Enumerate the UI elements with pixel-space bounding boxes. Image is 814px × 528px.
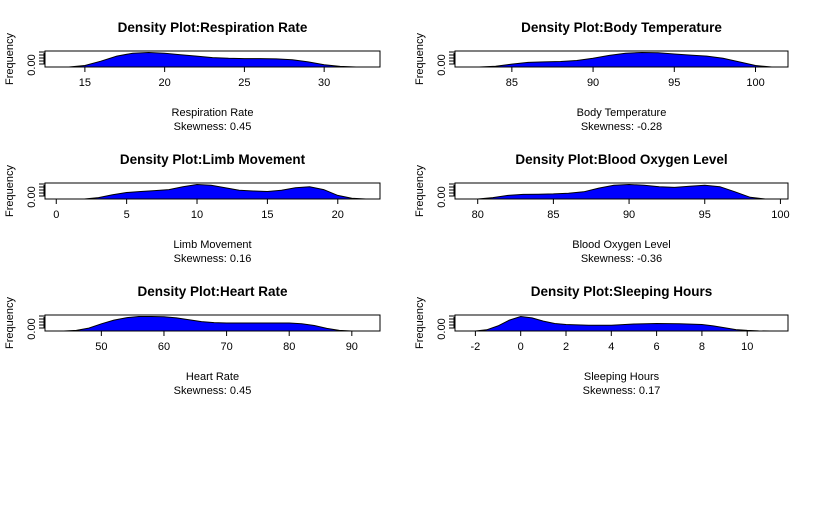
- x-axis-label: Respiration Rate: [172, 107, 254, 119]
- density-area: [84, 183, 366, 200]
- x-tick-label: 5: [124, 209, 130, 221]
- x-axis-label: Limb Movement: [173, 239, 251, 251]
- x-tick-label: 0: [53, 209, 59, 221]
- x-tick-label: 20: [332, 209, 344, 221]
- x-tick-label: 90: [623, 209, 635, 221]
- density-panel: Density Plot:Blood Oxygen Level Frequency…: [414, 152, 790, 265]
- x-tick-label: 8: [699, 341, 705, 353]
- y-tick-label: 0.00: [436, 54, 448, 75]
- x-tick-label: 80: [283, 341, 295, 353]
- x-tick-label: 10: [191, 209, 203, 221]
- x-tick-label: 85: [506, 77, 518, 89]
- y-axis-label: Frequency: [414, 165, 426, 217]
- skewness-label: Skewness: -0.28: [581, 121, 662, 133]
- y-axis-label: Frequency: [414, 297, 426, 349]
- x-tick-label: 10: [741, 341, 753, 353]
- skewness-label: Skewness: 0.16: [174, 253, 252, 265]
- x-axis-label: Blood Oxygen Level: [572, 239, 670, 251]
- density-panel: Density Plot:Respiration Rate Frequency 0.…: [4, 20, 381, 133]
- x-axis-label: Heart Rate: [186, 371, 239, 383]
- density-panel: Density Plot:Heart Rate Frequency 0.00 50 60…: [4, 284, 381, 397]
- y-axis-label: Frequency: [414, 33, 426, 85]
- x-tick-label: 4: [608, 341, 614, 353]
- x-axis: 80 85 90 95 100: [472, 198, 790, 221]
- skewness-label: Skewness: 0.45: [174, 385, 252, 397]
- panel-title: Density Plot:Respiration Rate: [118, 20, 308, 35]
- x-tick-label: 90: [346, 341, 358, 353]
- density-area: [477, 183, 766, 200]
- x-tick-label: 50: [95, 341, 107, 353]
- x-tick-label: 95: [668, 77, 680, 89]
- x-tick-label: 15: [79, 77, 91, 89]
- y-axis-ticks: [39, 183, 45, 197]
- skewness-label: Skewness: 0.45: [174, 121, 252, 133]
- y-axis-label: Frequency: [4, 297, 16, 349]
- x-tick-label: 70: [220, 341, 232, 353]
- x-axis: 0 5 10 15 20: [53, 198, 344, 221]
- x-tick-label: 25: [238, 77, 250, 89]
- y-axis-label: Frequency: [4, 33, 16, 85]
- density-panel: Density Plot:Sleeping Hours Frequency 0.00…: [414, 284, 789, 397]
- x-tick-label: 6: [654, 341, 660, 353]
- y-axis-ticks: [449, 183, 455, 197]
- density-area: [479, 51, 772, 68]
- density-area: [68, 51, 357, 68]
- panel-title: Density Plot:Blood Oxygen Level: [515, 152, 727, 167]
- x-tick-label: 0: [518, 341, 524, 353]
- y-axis-ticks: [39, 51, 45, 65]
- x-tick-label: 30: [318, 77, 330, 89]
- y-axis-ticks: [449, 51, 455, 65]
- x-tick-label: 80: [472, 209, 484, 221]
- x-tick-label: 95: [699, 209, 711, 221]
- panel-title: Density Plot:Sleeping Hours: [531, 284, 713, 299]
- density-area: [63, 316, 352, 332]
- density-panel: Density Plot:Body Temperature Frequency 0.…: [414, 20, 789, 133]
- x-tick-label: 90: [587, 77, 599, 89]
- x-axis: -2 0 2 4 6 8 10: [470, 330, 753, 353]
- y-axis-ticks: [449, 315, 455, 329]
- x-tick-label: 60: [158, 341, 170, 353]
- y-tick-label: 0.00: [26, 318, 38, 339]
- x-tick-label: 20: [159, 77, 171, 89]
- x-tick-label: 2: [563, 341, 569, 353]
- skewness-label: Skewness: -0.36: [581, 253, 662, 265]
- y-tick-label: 0.00: [26, 54, 38, 75]
- panel-title: Density Plot:Body Temperature: [521, 20, 722, 35]
- density-area: [475, 315, 770, 332]
- y-axis-label: Frequency: [4, 165, 16, 217]
- panel-title: Density Plot:Heart Rate: [137, 284, 288, 299]
- panel-title: Density Plot:Limb Movement: [120, 152, 306, 167]
- x-axis: 50 60 70 80 90: [95, 330, 358, 353]
- x-tick-label: 85: [547, 209, 559, 221]
- x-tick-label: -2: [470, 341, 480, 353]
- skewness-label: Skewness: 0.17: [583, 385, 661, 397]
- x-axis-label: Body Temperature: [577, 107, 667, 119]
- x-tick-label: 100: [746, 77, 764, 89]
- y-axis-ticks: [39, 315, 45, 329]
- x-axis-label: Sleeping Hours: [584, 371, 660, 383]
- x-tick-label: 100: [771, 209, 789, 221]
- x-tick-label: 15: [261, 209, 273, 221]
- y-tick-label: 0.00: [436, 186, 448, 207]
- x-axis: 15 20 25 30: [79, 66, 330, 89]
- density-panel: Density Plot:Limb Movement Frequency 0.00 0…: [4, 152, 381, 265]
- y-tick-label: 0.00: [436, 318, 448, 339]
- x-axis: 85 90 95 100: [506, 66, 765, 89]
- y-tick-label: 0.00: [26, 186, 38, 207]
